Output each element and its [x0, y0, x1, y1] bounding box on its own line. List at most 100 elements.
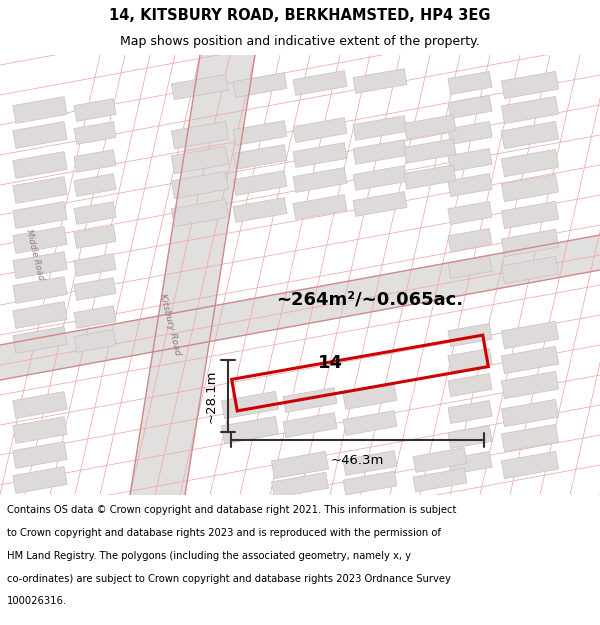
Polygon shape [502, 201, 559, 229]
Polygon shape [293, 71, 347, 96]
Polygon shape [448, 201, 492, 224]
Text: 100026316.: 100026316. [7, 596, 67, 606]
Polygon shape [502, 424, 559, 452]
Polygon shape [74, 306, 116, 328]
Polygon shape [74, 226, 116, 248]
Polygon shape [172, 74, 229, 99]
Polygon shape [172, 146, 229, 174]
Polygon shape [353, 116, 407, 141]
Polygon shape [448, 451, 492, 474]
Polygon shape [502, 229, 559, 257]
Polygon shape [74, 254, 116, 276]
Polygon shape [502, 321, 559, 349]
Polygon shape [233, 144, 287, 169]
Text: Kitsbury Road: Kitsbury Road [158, 293, 182, 357]
Polygon shape [502, 121, 559, 149]
Polygon shape [272, 472, 328, 498]
Polygon shape [293, 168, 347, 192]
Text: co-ordinates) are subject to Crown copyright and database rights 2023 Ordnance S: co-ordinates) are subject to Crown copyr… [7, 574, 451, 584]
Polygon shape [293, 142, 347, 168]
Polygon shape [448, 401, 492, 424]
Polygon shape [353, 166, 407, 191]
Polygon shape [221, 416, 278, 444]
Polygon shape [448, 174, 492, 196]
Polygon shape [448, 121, 492, 144]
Polygon shape [502, 174, 559, 202]
Polygon shape [448, 426, 492, 449]
Polygon shape [233, 72, 287, 98]
Polygon shape [221, 391, 278, 419]
Polygon shape [502, 96, 559, 124]
Polygon shape [0, 235, 600, 380]
Text: ~28.1m: ~28.1m [205, 369, 218, 423]
Polygon shape [13, 202, 67, 228]
Polygon shape [233, 121, 287, 146]
Polygon shape [13, 467, 67, 493]
Polygon shape [233, 171, 287, 196]
Polygon shape [502, 399, 559, 427]
Text: 14, KITSBURY ROAD, BERKHAMSTED, HP4 3EG: 14, KITSBURY ROAD, BERKHAMSTED, HP4 3EG [109, 8, 491, 23]
Polygon shape [448, 96, 492, 119]
Polygon shape [271, 451, 329, 479]
Polygon shape [13, 277, 67, 303]
Polygon shape [283, 388, 337, 412]
Polygon shape [74, 122, 116, 144]
Polygon shape [404, 165, 456, 189]
Text: 14: 14 [317, 354, 343, 372]
Polygon shape [502, 371, 559, 399]
Polygon shape [13, 97, 67, 123]
Text: Contains OS data © Crown copyright and database right 2021. This information is : Contains OS data © Crown copyright and d… [7, 506, 457, 516]
Text: HM Land Registry. The polygons (including the associated geometry, namely x, y: HM Land Registry. The polygons (includin… [7, 551, 411, 561]
Polygon shape [404, 115, 456, 139]
Polygon shape [172, 199, 229, 227]
Polygon shape [502, 71, 559, 99]
Polygon shape [404, 139, 456, 163]
Polygon shape [130, 55, 255, 495]
Polygon shape [353, 192, 407, 216]
Polygon shape [13, 177, 67, 203]
Polygon shape [353, 139, 407, 164]
Text: ~46.3m: ~46.3m [331, 454, 384, 467]
Polygon shape [74, 174, 116, 196]
Polygon shape [13, 442, 67, 468]
Polygon shape [502, 346, 559, 374]
Polygon shape [13, 417, 67, 443]
Polygon shape [13, 327, 67, 353]
Polygon shape [283, 412, 337, 437]
Polygon shape [448, 374, 492, 396]
Polygon shape [13, 227, 67, 253]
Polygon shape [502, 256, 559, 284]
Polygon shape [353, 69, 407, 93]
Polygon shape [343, 451, 397, 476]
Polygon shape [74, 99, 116, 121]
Text: Middle Road: Middle Road [25, 229, 46, 281]
Text: Map shows position and indicative extent of the property.: Map shows position and indicative extent… [120, 35, 480, 48]
Polygon shape [448, 256, 492, 279]
Polygon shape [233, 198, 287, 222]
Text: ~264m²/~0.065ac.: ~264m²/~0.065ac. [277, 291, 464, 309]
Polygon shape [13, 152, 67, 178]
Polygon shape [413, 448, 467, 472]
Polygon shape [13, 252, 67, 278]
Polygon shape [13, 392, 67, 418]
Polygon shape [502, 149, 559, 177]
Polygon shape [413, 468, 467, 492]
Polygon shape [74, 149, 116, 173]
Polygon shape [448, 229, 492, 251]
Polygon shape [172, 121, 229, 149]
Polygon shape [172, 171, 229, 199]
Text: to Crown copyright and database rights 2023 and is reproduced with the permissio: to Crown copyright and database rights 2… [7, 528, 441, 538]
Polygon shape [448, 71, 492, 94]
Polygon shape [448, 149, 492, 171]
Polygon shape [13, 302, 67, 328]
Polygon shape [74, 278, 116, 301]
Polygon shape [293, 118, 347, 142]
Polygon shape [448, 349, 492, 371]
Polygon shape [502, 451, 559, 479]
Polygon shape [343, 471, 397, 495]
Polygon shape [293, 194, 347, 219]
Polygon shape [74, 202, 116, 224]
Polygon shape [74, 329, 116, 352]
Polygon shape [13, 122, 67, 148]
Polygon shape [343, 411, 397, 436]
